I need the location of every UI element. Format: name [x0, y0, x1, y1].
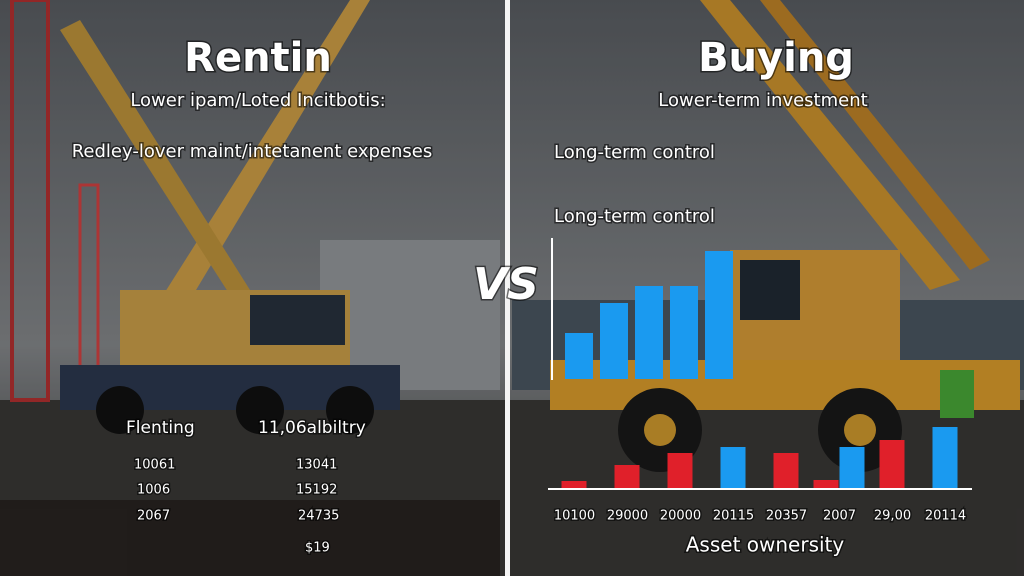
bar — [705, 251, 733, 379]
bar — [773, 453, 799, 488]
x-tick-label: 10100 — [554, 509, 595, 524]
table-footer: $19 — [305, 541, 330, 556]
right-point: Long-term control — [554, 142, 715, 163]
vs-label: VS — [473, 259, 539, 310]
left-title: Rentin — [184, 35, 332, 81]
x-tick-label: 29,00 — [874, 509, 911, 524]
bar — [614, 465, 640, 488]
table-header: 11,06albiltry — [258, 418, 366, 438]
left-crane — [0, 0, 500, 576]
right-caption: Asset ownersity — [686, 533, 845, 557]
bar — [879, 440, 905, 488]
table-cell: 2067 — [137, 509, 170, 524]
bar — [600, 303, 628, 379]
bar — [635, 286, 663, 379]
table-header: Flenting — [126, 418, 195, 438]
right-crane — [512, 0, 1024, 472]
table-cell: 10061 — [134, 458, 175, 473]
right-subtitle: Lower-term investment — [658, 90, 867, 111]
x-tick-label: 20115 — [713, 509, 754, 524]
table-cell: 1006 — [137, 483, 170, 498]
table-cell: 15192 — [296, 483, 337, 498]
bar — [932, 427, 958, 488]
divider-line — [505, 0, 510, 576]
bar — [565, 333, 593, 379]
table-cell: 13041 — [296, 458, 337, 473]
bar — [561, 481, 587, 488]
left-subtitle: Lower ipam/Loted Incitbotis: — [130, 90, 385, 111]
bar — [670, 286, 698, 379]
x-tick-label: 20000 — [660, 509, 701, 524]
bar — [839, 447, 865, 488]
right-title: Buying — [698, 35, 854, 81]
x-tick-label: 20114 — [925, 509, 966, 524]
chart-label: Long-term control — [554, 206, 715, 227]
bar — [720, 447, 746, 488]
left-point: Redley-lover maint/intetanent expenses — [72, 141, 433, 162]
x-tick-label: 20357 — [766, 509, 807, 524]
bar — [813, 480, 839, 488]
x-tick-label: 29000 — [607, 509, 648, 524]
table-cell: 24735 — [298, 509, 339, 524]
bar — [667, 453, 693, 488]
x-tick-label: 2007 — [823, 509, 856, 524]
